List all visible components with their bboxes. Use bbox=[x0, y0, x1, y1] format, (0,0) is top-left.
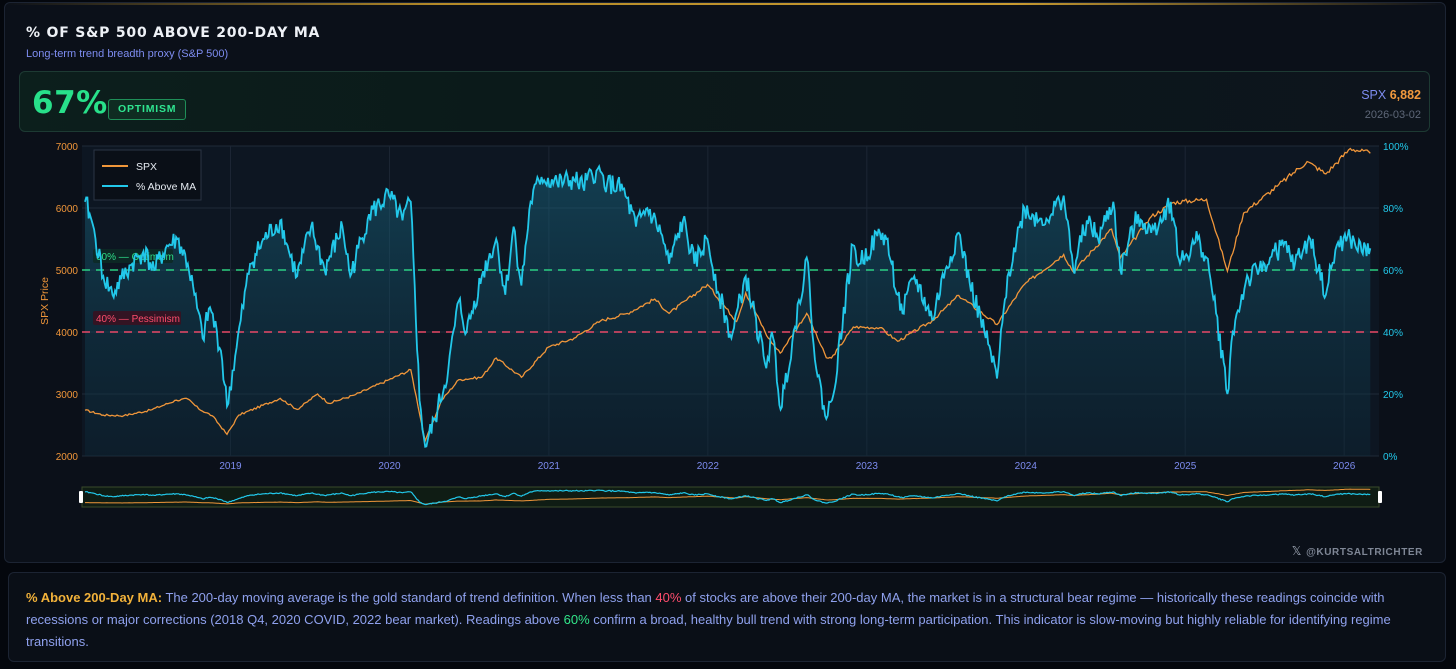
x-axis-tick-label: 2021 bbox=[538, 461, 561, 472]
x-axis-tick-label: 2019 bbox=[219, 461, 242, 472]
optimism-label-bg bbox=[93, 249, 173, 263]
navigator-handle-left[interactable] bbox=[79, 491, 83, 503]
page-subtitle: Long-term trend breadth proxy (S&P 500) bbox=[26, 48, 229, 60]
panel-accent-line bbox=[5, 3, 1445, 5]
current-percent-value: 67% bbox=[32, 85, 108, 121]
left-axis-tick-label: 5000 bbox=[56, 266, 79, 277]
navigator-handle-right[interactable] bbox=[1378, 491, 1382, 503]
x-logo-icon: 𝕏 bbox=[1291, 544, 1303, 558]
right-axis-tick-label: 100% bbox=[1383, 142, 1409, 153]
legend-label-spx: SPX bbox=[136, 161, 157, 173]
navigator-track bbox=[81, 486, 1380, 508]
page-title: % OF S&P 500 ABOVE 200-DAY MA bbox=[26, 25, 321, 41]
reading-date: 2026-03-02 bbox=[1364, 109, 1421, 121]
left-axis-title: SPX Price bbox=[39, 277, 51, 325]
legend-box bbox=[93, 149, 202, 201]
legend-label-breadth: % Above MA bbox=[136, 181, 196, 193]
right-axis-tick-label: 80% bbox=[1383, 204, 1403, 215]
spx-value: 6,882 bbox=[1389, 88, 1421, 102]
left-axis-tick-label: 7000 bbox=[56, 142, 79, 153]
right-axis-tick-label: 0% bbox=[1383, 452, 1398, 463]
range-navigator bbox=[79, 486, 1382, 508]
breadth-series-line bbox=[84, 164, 1372, 448]
right-axis-tick-label: 60% bbox=[1383, 266, 1403, 277]
chart-legend: SPX % Above MA bbox=[93, 149, 202, 201]
left-axis-tick-label: 3000 bbox=[56, 390, 79, 401]
left-axis-tick-label: 2000 bbox=[56, 452, 79, 463]
spx-label: SPX bbox=[1361, 88, 1387, 102]
pessimism-threshold-label: 40% — Pessimism bbox=[96, 314, 180, 325]
left-axis-tick-label: 6000 bbox=[56, 204, 79, 215]
description-text-3: confirm a broad, healthy bull trend with… bbox=[26, 612, 1391, 649]
right-axis-tick-label: 40% bbox=[1383, 328, 1403, 339]
x-axis-tick-label: 2023 bbox=[856, 461, 879, 472]
threshold-60-text: 60% bbox=[563, 612, 590, 627]
author-handle: @KURTSALTRICHTER bbox=[1306, 547, 1423, 558]
x-axis-tick-label: 2025 bbox=[1174, 461, 1197, 472]
x-axis-tick-label: 2022 bbox=[697, 461, 720, 472]
navigator-breadth-line bbox=[84, 489, 1371, 506]
spx-readout: SPX 6,882 bbox=[1361, 88, 1421, 102]
description-text-1: The 200-day moving average is the gold s… bbox=[162, 590, 656, 605]
spx-series-line bbox=[84, 147, 1371, 444]
x-axis-tick-label: 2020 bbox=[378, 461, 401, 472]
pessimism-label-bg bbox=[93, 311, 181, 325]
regime-badge: OPTIMISM bbox=[108, 99, 187, 120]
left-axis-tick-label: 4000 bbox=[56, 328, 79, 339]
current-reading-card: 67% OPTIMISM SPX 6,882 2026-03-02 bbox=[19, 71, 1430, 132]
x-axis-tick-label: 2026 bbox=[1333, 461, 1356, 472]
breadth-area-fill bbox=[85, 166, 1371, 456]
x-axis-tick-label: 2024 bbox=[1015, 461, 1038, 472]
right-axis-tick-label: 20% bbox=[1383, 390, 1403, 401]
threshold-40-text: 40% bbox=[655, 590, 682, 605]
indicator-description: % Above 200-Day MA: The 200-day moving a… bbox=[8, 572, 1446, 662]
description-text-2: of stocks are above their 200-day MA, th… bbox=[26, 590, 1385, 627]
description-lead: % Above 200-Day MA: bbox=[26, 590, 163, 605]
author-watermark: 𝕏 @KURTSALTRICHTER bbox=[1292, 544, 1423, 558]
